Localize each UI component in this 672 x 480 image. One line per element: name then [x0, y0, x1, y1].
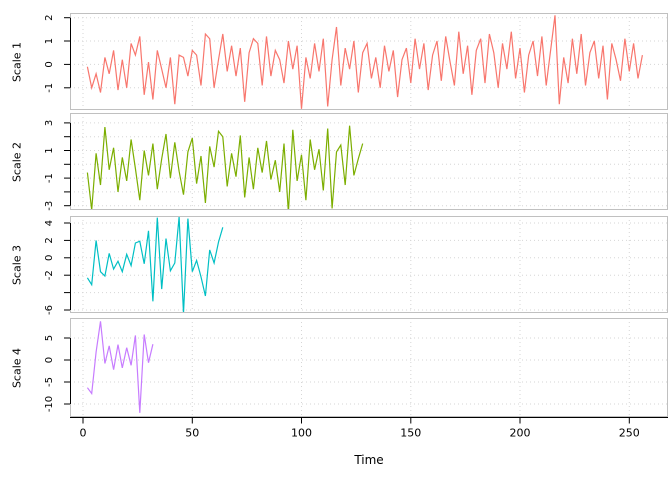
y-axis-title-scale-3: Scale 3	[10, 244, 24, 285]
y-tick-label: -1	[44, 173, 55, 183]
panel-canvas-2	[70, 113, 668, 210]
y-axis-title-scale-4: Scale 4	[10, 347, 24, 388]
y-tick-label: -10	[44, 396, 55, 412]
panel-scale-4	[70, 318, 668, 417]
y-tick-label: 4	[44, 220, 55, 226]
series-line-scale-1	[86, 15, 643, 109]
x-tick-label: 100	[291, 427, 312, 440]
y-axis-title-scale-1: Scale 1	[10, 41, 24, 82]
panel-scale-3	[70, 216, 668, 313]
series-line-scale-4	[86, 321, 154, 413]
x-tick-label: 200	[510, 427, 531, 440]
y-tick-label: 5	[44, 335, 55, 341]
panel-canvas-1	[70, 13, 668, 110]
y-tick-label: -1	[44, 83, 55, 93]
x-axis: 0 50 100 150 200 250	[70, 417, 668, 440]
y-axis-title-scale-2: Scale 2	[10, 141, 24, 182]
y-tick-label: 3	[44, 120, 55, 126]
y-tick-label: 2	[44, 15, 55, 21]
y-tick-label: 2	[44, 237, 55, 243]
panel-canvas-3	[70, 216, 668, 313]
x-tick-label: 250	[619, 427, 640, 440]
y-tick-label: 0	[44, 357, 55, 363]
gridlines	[70, 113, 668, 210]
y-tick-label: -5	[44, 377, 55, 387]
x-tick-label: 150	[400, 427, 421, 440]
y-axis-scale-2: 3 1 -1 -3	[44, 120, 71, 211]
y-tick-label: 1	[44, 38, 55, 44]
y-tick-label: -3	[44, 201, 55, 211]
x-tick-label: 50	[185, 427, 199, 440]
x-axis-title: Time	[354, 453, 384, 467]
y-axis-scale-1: 2 1 0 -1	[44, 15, 71, 93]
y-tick-label: 0	[44, 61, 55, 67]
series-line-scale-2	[86, 125, 364, 210]
y-axis-scale-4: 5 0 -5 -10	[44, 335, 71, 412]
gridlines	[70, 318, 668, 417]
y-tick-label: 0	[44, 255, 55, 261]
y-tick-label: 1	[44, 147, 55, 153]
panel-scale-1	[70, 13, 668, 110]
series-line-scale-3	[86, 216, 224, 313]
panel-scale-2	[70, 113, 668, 210]
x-tick-label: 0	[80, 427, 87, 440]
y-axis-scale-3: 4 2 0 -2 -6	[44, 220, 71, 315]
y-tick-label: -2	[44, 270, 55, 280]
y-tick-label: -6	[44, 305, 55, 315]
panel-canvas-4	[70, 318, 668, 417]
